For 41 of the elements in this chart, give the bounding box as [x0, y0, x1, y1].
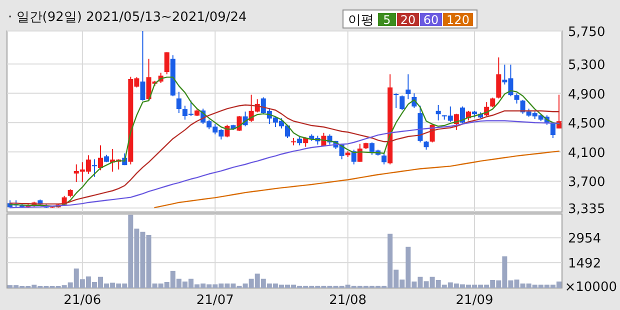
candlestick [394, 92, 399, 108]
text: 5 [383, 13, 391, 27]
x-tick-label: 21/08 [329, 293, 367, 308]
chart-title: · 일간(92일) 2021/05/13~2021/09/24 [8, 10, 247, 25]
candlestick [514, 92, 520, 104]
x-tick-label: 21/09 [456, 293, 494, 308]
candlestick [490, 97, 496, 108]
x-tick-label: 21/07 [196, 293, 234, 308]
candlestick [357, 143, 362, 162]
line-series [9, 76, 560, 207]
candlestick [382, 152, 387, 165]
y-tick-label: 2954 [568, 232, 602, 247]
candlestick [164, 52, 170, 75]
candlestick [297, 135, 302, 146]
candlestick [351, 149, 356, 165]
candlestick [496, 56, 502, 99]
candlestick [98, 144, 104, 171]
y-axis-title: ×10000 [564, 280, 617, 295]
candlestick [140, 30, 146, 102]
candlestick [436, 104, 441, 121]
candlestick [291, 137, 296, 146]
candlestick [400, 94, 405, 111]
line-series [154, 150, 560, 208]
y-tick-label: 4,900 [568, 87, 606, 102]
y-tick-label: 5,300 [568, 58, 606, 73]
text: 20 [400, 13, 416, 27]
text: 60 [423, 13, 439, 27]
candlestick [550, 122, 556, 138]
candlestick [176, 91, 182, 114]
candlestick [406, 74, 411, 100]
candlestick [92, 158, 97, 178]
y-tick-label: 3,700 [568, 175, 606, 190]
y-tick-label: 1492 [568, 256, 602, 272]
y-tick-label: 5,750 [568, 25, 606, 40]
text: 120 [446, 13, 470, 27]
candlestick [460, 106, 465, 124]
y-tick-label: 4,100 [568, 146, 606, 161]
y-tick-label: 4,500 [568, 116, 606, 132]
legend-title: 이평 [348, 13, 374, 28]
x-tick-label: 21/06 [64, 293, 102, 308]
y-tick-label: 3,335 [568, 202, 606, 217]
